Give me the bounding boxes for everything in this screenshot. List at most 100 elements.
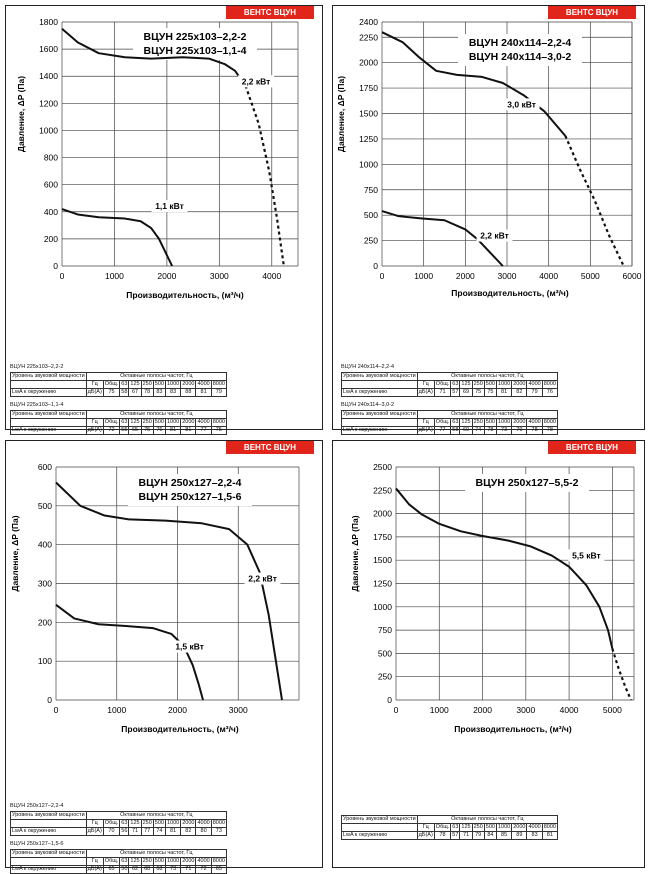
- table-cell: 82: [180, 827, 197, 836]
- table-cell: 81: [541, 831, 558, 840]
- table-cell: 82: [511, 388, 528, 397]
- chart-title-line: ВЦУН 250x127–5,5-2: [476, 477, 579, 489]
- table-cell: 68: [152, 865, 166, 874]
- x-tick-label: 1000: [105, 271, 124, 281]
- table-cell: дБ(А): [416, 426, 435, 435]
- brand-badge: ВЕНТС ВЦУН: [226, 6, 314, 19]
- table-cell: 77: [195, 426, 212, 435]
- table-header-cell: Уровень звуковой мощности: [341, 372, 418, 381]
- x-tick-label: 3000: [210, 271, 229, 281]
- y-tick-label: 750: [364, 185, 378, 195]
- table-header-cell: [341, 823, 418, 832]
- y-tick-label: 2000: [373, 509, 392, 519]
- table-header-cell: 500: [483, 418, 497, 427]
- title-background: [133, 28, 257, 60]
- table-header-cell: 500: [152, 418, 166, 427]
- table-header-cell: Октавные полосы частот, Гц: [416, 815, 558, 824]
- table-header-cell: Октавные полосы частот, Гц: [85, 811, 227, 820]
- table-header-cell: Октавные полосы частот, Гц: [85, 410, 227, 419]
- y-tick-label: 1400: [39, 71, 58, 81]
- table-header-cell: 63: [119, 380, 130, 389]
- x-axis-label: Производительность, (м³/ч): [451, 288, 569, 298]
- table-header-cell: 1000: [164, 819, 182, 828]
- table-header-cell: Общ.: [433, 380, 452, 389]
- table-cell: 71: [459, 831, 473, 840]
- table-header-cell: 125: [459, 418, 473, 427]
- table-header-cell: 1000: [495, 823, 513, 832]
- table-cell: 75: [483, 388, 497, 397]
- x-tick-label: 4000: [262, 271, 281, 281]
- table-cell: 78: [433, 831, 452, 840]
- table-cell: LwA к окружению: [10, 426, 87, 435]
- y-tick-label: 2400: [359, 17, 378, 27]
- x-axis-label: Производительность, (м³/ч): [454, 724, 572, 734]
- series-label-background: [568, 549, 605, 562]
- table-row: LwA к окружению дБ(А) 72 55 65 75 76 81 81 77 75: [10, 426, 227, 435]
- table-cell: 78: [541, 426, 558, 435]
- y-tick-label: 1250: [359, 134, 378, 144]
- table-header-cell: 2000: [511, 380, 528, 389]
- sound-table: Уровень звуковой мощности Октавные полосы…: [10, 811, 227, 836]
- y-tick-label: 0: [47, 695, 52, 705]
- table-row: LwA к окружению дБ(А) 77 58 69 74 78 73 79 78 78: [341, 426, 558, 435]
- table-cell: дБ(А): [416, 831, 435, 840]
- series-label: 1,5 кВт: [175, 642, 204, 652]
- table-header-cell: Уровень звуковой мощности: [10, 811, 87, 820]
- table-header-cell: 63: [450, 418, 461, 427]
- sound-table: Уровень звуковой мощности Октавные полосы…: [341, 372, 558, 397]
- y-tick-label: 1200: [39, 98, 58, 108]
- table-header-cell: Общ.: [433, 418, 452, 427]
- table-header-cell: Общ.: [102, 380, 121, 389]
- y-axis-label: Давление, ΔP (Па): [336, 76, 346, 152]
- table-cell: 74: [152, 827, 166, 836]
- table-header-cell: 500: [152, 857, 166, 866]
- table-header-cell: 2000: [180, 418, 197, 427]
- x-tick-label: 2000: [473, 705, 492, 715]
- series-label: 2,2 кВт: [242, 76, 271, 86]
- series-line: [55, 604, 204, 701]
- table-cell: 79: [526, 388, 543, 397]
- table-header-cell: Октавные полосы частот, Гц: [85, 849, 227, 858]
- table-cell: 58: [119, 388, 130, 397]
- table-cell: 75: [102, 388, 121, 397]
- series-label-background: [244, 572, 281, 585]
- x-tick-label: 2000: [157, 271, 176, 281]
- table-caption: ВЦУН 250x127–2,2-4: [10, 803, 64, 809]
- table-cell: дБ(А): [85, 865, 104, 874]
- y-tick-label: 2250: [359, 32, 378, 42]
- table-cell: дБ(А): [85, 827, 104, 836]
- title-background: [465, 474, 589, 492]
- table-cell: 81: [164, 426, 182, 435]
- table-cell: 73: [495, 426, 513, 435]
- chart-panel-2: ВЕНТС ВЦУН: [332, 5, 645, 430]
- chart-panel-3: ВЕНТС ВЦУН: [5, 440, 323, 868]
- title-background: [458, 34, 582, 66]
- table-header-cell: Уровень звуковой мощности: [10, 849, 87, 858]
- y-tick-label: 200: [44, 234, 58, 244]
- table-caption: ВЦУН 240x114–2,2-4: [341, 364, 395, 370]
- table-cell: 79: [511, 426, 528, 435]
- table-header-cell: 125: [128, 819, 142, 828]
- y-tick-label: 1000: [359, 159, 378, 169]
- table-cell: 81: [495, 388, 513, 397]
- y-tick-label: 250: [364, 236, 378, 246]
- y-tick-label: 500: [364, 210, 378, 220]
- table-header-cell: 500: [152, 380, 166, 389]
- table-cell: 78: [140, 388, 154, 397]
- table-header-cell: Гц: [416, 418, 435, 427]
- table-cell: 77: [140, 827, 154, 836]
- table-cell: 50: [119, 865, 130, 874]
- table-header-cell: 2000: [511, 823, 528, 832]
- table-cell: 70: [102, 827, 121, 836]
- table-header-cell: 4000: [195, 857, 212, 866]
- y-tick-label: 0: [373, 261, 378, 271]
- chart-title-line: ВЦУН 250x127–2,2-4: [139, 477, 242, 489]
- table-header-cell: Гц: [85, 418, 104, 427]
- table-header-cell: 250: [140, 418, 154, 427]
- table-header-cell: Октавные полосы частот, Гц: [416, 410, 558, 419]
- table-cell: 83: [164, 388, 182, 397]
- table-cell: 72: [195, 865, 212, 874]
- table-caption: ВЦУН 225x103–1,1-4: [10, 402, 64, 408]
- sound-table: Уровень звуковой мощности Октавные полосы…: [10, 372, 227, 397]
- sound-table: Уровень звуковой мощности Октавные полосы…: [341, 815, 558, 840]
